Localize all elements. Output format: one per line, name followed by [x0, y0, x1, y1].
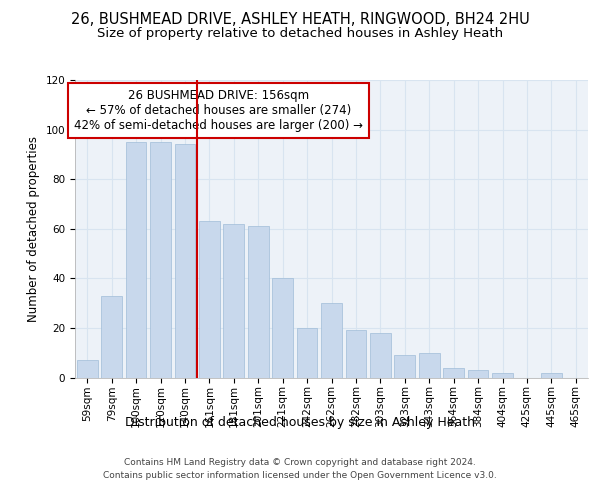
Bar: [467, 370, 488, 378]
Bar: [272, 278, 293, 378]
Text: Size of property relative to detached houses in Ashley Heath: Size of property relative to detached ho…: [97, 28, 503, 40]
Bar: [443, 368, 464, 378]
Bar: [370, 333, 391, 378]
Bar: [175, 144, 196, 378]
Bar: [492, 372, 513, 378]
Bar: [346, 330, 367, 378]
Bar: [101, 296, 122, 378]
Bar: [150, 142, 171, 378]
Text: Distribution of detached houses by size in Ashley Heath: Distribution of detached houses by size …: [125, 416, 475, 429]
Bar: [223, 224, 244, 378]
Bar: [248, 226, 269, 378]
Bar: [541, 372, 562, 378]
Text: Contains public sector information licensed under the Open Government Licence v3: Contains public sector information licen…: [103, 472, 497, 480]
Y-axis label: Number of detached properties: Number of detached properties: [27, 136, 40, 322]
Text: 26 BUSHMEAD DRIVE: 156sqm
← 57% of detached houses are smaller (274)
42% of semi: 26 BUSHMEAD DRIVE: 156sqm ← 57% of detac…: [74, 89, 363, 132]
Bar: [419, 352, 440, 378]
Text: Contains HM Land Registry data © Crown copyright and database right 2024.: Contains HM Land Registry data © Crown c…: [124, 458, 476, 467]
Bar: [321, 303, 342, 378]
Bar: [125, 142, 146, 378]
Text: 26, BUSHMEAD DRIVE, ASHLEY HEATH, RINGWOOD, BH24 2HU: 26, BUSHMEAD DRIVE, ASHLEY HEATH, RINGWO…: [71, 12, 529, 28]
Bar: [296, 328, 317, 378]
Bar: [199, 222, 220, 378]
Bar: [77, 360, 98, 378]
Bar: [394, 355, 415, 378]
